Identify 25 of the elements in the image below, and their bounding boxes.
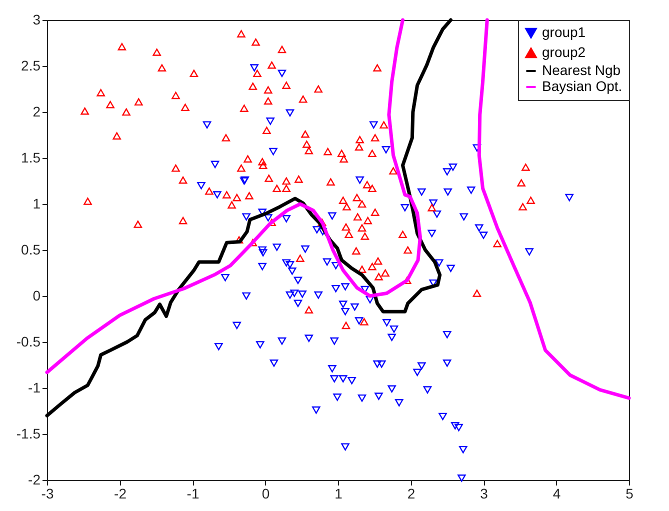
y-tick-label: 1	[32, 196, 41, 212]
x-tick-label: -3	[41, 486, 54, 502]
x-tick-label: -2	[114, 486, 127, 502]
legend-label: group2	[542, 44, 586, 60]
x-tick-label: 3	[480, 486, 488, 502]
y-tick-label: 3	[32, 12, 41, 28]
y-tick-label: -1	[28, 380, 41, 396]
y-tick-label: -1.5	[16, 426, 41, 442]
x-tick-label: 1	[334, 486, 343, 502]
y-tick-label: 1.5	[21, 150, 41, 166]
x-tick-label: 5	[626, 486, 634, 502]
x-tick-label: 4	[552, 486, 561, 502]
x-tick-label: 2	[407, 486, 416, 502]
y-tick-label: 0	[32, 288, 41, 304]
y-tick-label: -2	[28, 472, 41, 488]
y-tick-label: 2	[32, 104, 41, 120]
legend-label: Baysian Opt.	[542, 78, 622, 94]
legend-label: group1	[542, 24, 586, 40]
y-tick-label: 0.5	[21, 242, 41, 258]
y-tick-label: -0.5	[16, 334, 41, 350]
y-tick-label: 2.5	[21, 58, 41, 74]
x-tick-label: 0	[262, 486, 270, 502]
line-series	[45, 18, 453, 418]
x-tick-label: -1	[186, 486, 200, 502]
legend-label: Nearest Ngb	[542, 62, 621, 78]
